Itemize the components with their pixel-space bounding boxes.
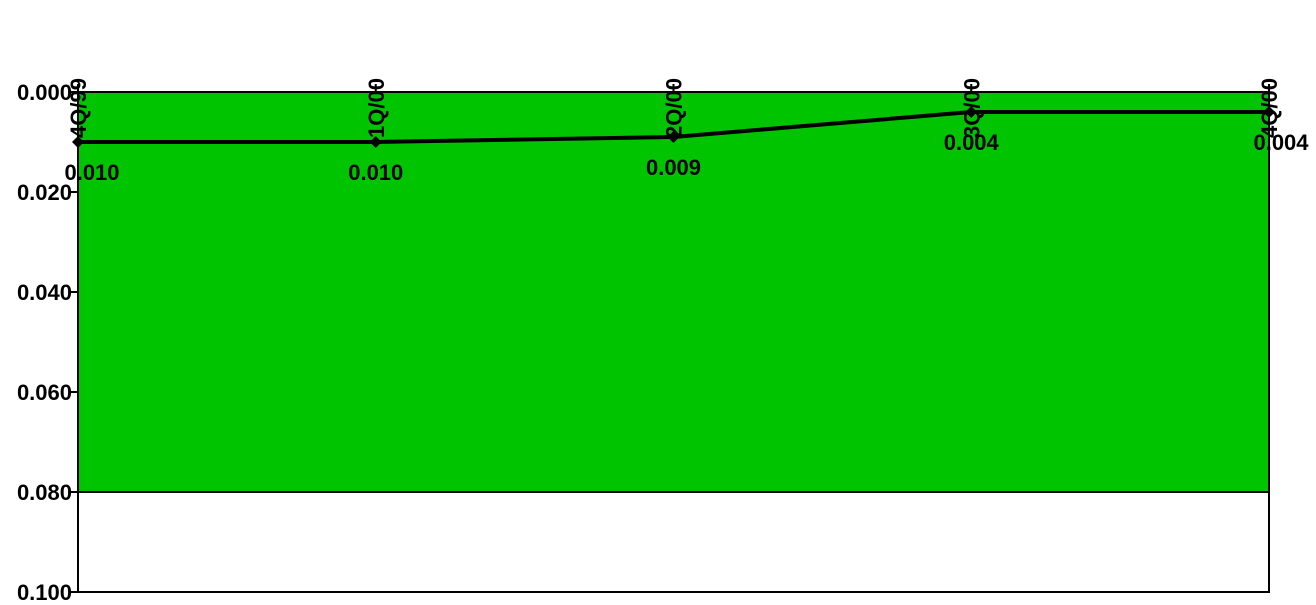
y-tick-label: 0.040	[17, 280, 72, 305]
data-point-marker	[369, 136, 382, 148]
y-tick-label: 0.100	[17, 580, 72, 605]
y-axis: 0.000 0.020 0.040 0.060 0.080 0.100	[17, 80, 78, 605]
data-label: 0.010	[348, 160, 403, 185]
data-point-marker	[72, 136, 84, 148]
y-tick-label: 0.000	[17, 80, 72, 105]
x-category-label: 2Q/00	[662, 78, 687, 138]
data-point-marker	[1263, 106, 1275, 118]
data-label: 0.004	[1253, 130, 1309, 155]
series-line	[72, 106, 1275, 148]
x-category-label: 4Q/99	[66, 78, 91, 138]
data-label: 0.010	[64, 160, 119, 185]
shaded-band	[78, 92, 1269, 492]
y-tick-label: 0.080	[17, 480, 72, 505]
x-category-label: 1Q/00	[364, 78, 389, 138]
data-point-marker	[667, 131, 680, 143]
y-tick-label: 0.020	[17, 180, 72, 205]
data-label: 0.009	[646, 155, 701, 180]
data-labels: 0.010 0.010 0.009 0.004 0.004	[64, 130, 1309, 185]
y-tick-label: 0.060	[17, 380, 72, 405]
data-label: 0.004	[944, 130, 1000, 155]
data-point-marker	[965, 106, 978, 118]
